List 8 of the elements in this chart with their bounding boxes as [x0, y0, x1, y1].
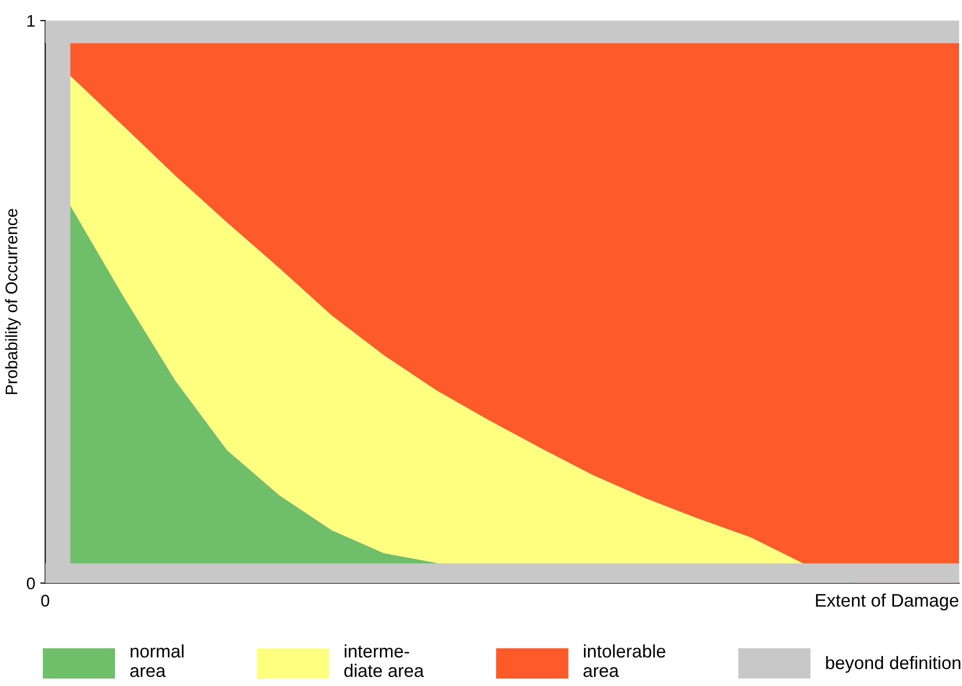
legend-label: intolerable area — [584, 644, 666, 678]
x-axis-title: Extent of Damage — [816, 594, 958, 610]
legend-label: interme- diate area — [344, 644, 424, 678]
legend-label: beyond definition — [826, 656, 960, 673]
text: 0 — [41, 594, 50, 607]
y-tick-label: 1 — [27, 15, 35, 27]
legend-label: normal area — [130, 644, 184, 678]
y-axis-title: Probability of Occurrence — [5, 209, 21, 394]
